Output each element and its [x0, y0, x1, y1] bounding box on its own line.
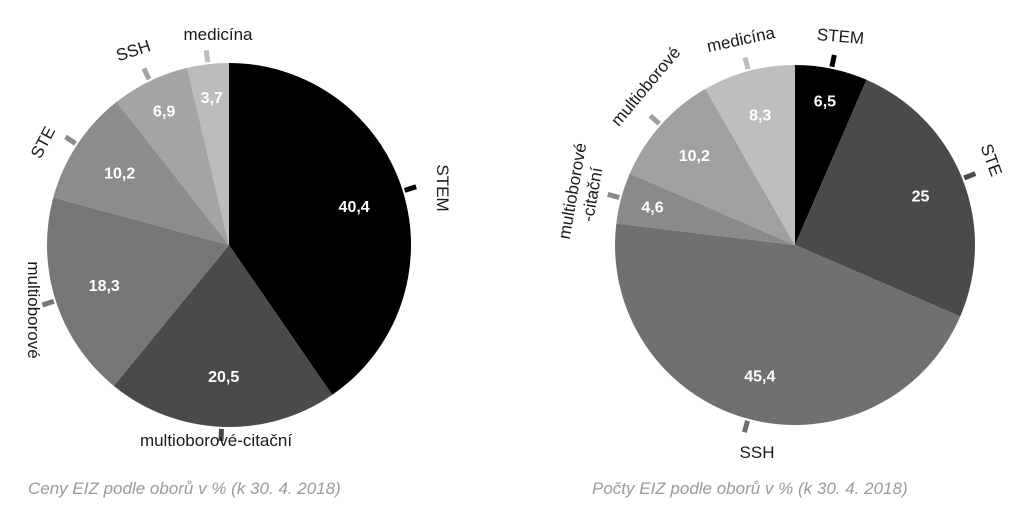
- slice-category-label: medicína: [184, 25, 254, 44]
- slice-value-label: 8,3: [749, 108, 771, 125]
- pie-chart-left: 40,4 STEM 20,5 multioborové-citační 18,3 mult…: [24, 25, 452, 450]
- slice-value-label: 25: [912, 188, 930, 205]
- slice-category-label: STEM: [816, 25, 865, 48]
- slice-tick: [203, 50, 211, 63]
- pie-slice: [615, 223, 961, 426]
- slice-value-label: 6,5: [814, 93, 836, 110]
- pie-chart-right: 6,5 STEM 25 STE 45,4 SSH 4,6 multioborové-citač…: [555, 23, 1006, 462]
- slice-value-label: 40,4: [339, 199, 370, 216]
- pie-slice: [616, 173, 795, 245]
- slice-category-label: STE: [977, 141, 1006, 179]
- slice-tick: [829, 54, 837, 68]
- pie-slice: [229, 63, 412, 395]
- slice-value-label: 20,5: [208, 369, 239, 386]
- slice-tick: [742, 56, 751, 70]
- pie-slice: [116, 67, 229, 245]
- slice-category-label: medicína: [705, 23, 777, 56]
- slice-value-label: 10,2: [679, 148, 710, 165]
- pie-slice: [113, 245, 333, 427]
- slice-value-label: 18,3: [89, 278, 120, 295]
- slice-value-label: 6,9: [153, 104, 175, 121]
- pie-slice: [187, 63, 229, 245]
- slice-value-label: 45,4: [744, 368, 775, 385]
- slice-category-label: multioborové-citační: [140, 431, 292, 450]
- slice-tick: [963, 171, 977, 181]
- slice-category-label: SSH: [740, 443, 775, 462]
- slice-tick: [648, 113, 661, 126]
- slice-tick: [64, 134, 77, 146]
- pie-slice: [795, 65, 867, 245]
- slice-tick: [741, 420, 750, 433]
- slice-tick: [403, 184, 417, 193]
- slice-tick: [141, 67, 152, 81]
- pie-slice: [795, 79, 976, 317]
- pie-slice: [705, 65, 795, 245]
- slice-value-label: 3,7: [201, 90, 223, 107]
- slice-tick: [41, 298, 55, 308]
- slice-value-label: 10,2: [104, 166, 135, 183]
- slice-category-label: multioborové-citační: [555, 141, 610, 244]
- pie-slice: [629, 88, 795, 245]
- slice-category-label: multioborové: [24, 261, 43, 358]
- slice-category-label: STEM: [433, 164, 452, 211]
- slice-value-label: 4,6: [641, 199, 663, 216]
- slice-category-label: SSH: [114, 36, 153, 65]
- pie-slice: [46, 197, 229, 386]
- chart-title-right: Počty EIZ podle oborů v % (k 30. 4. 2018…: [592, 479, 908, 498]
- slice-tick: [607, 191, 620, 200]
- slice-category-label: STE: [27, 123, 59, 161]
- chart-title-left: Ceny EIZ podle oborů v % (k 30. 4. 2018): [28, 479, 341, 498]
- pie-slice: [53, 101, 230, 245]
